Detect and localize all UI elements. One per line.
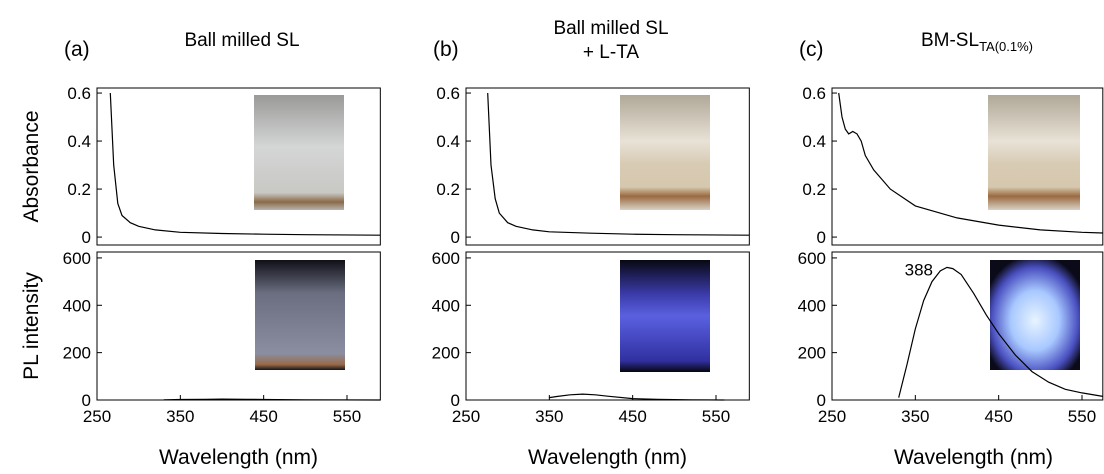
y-tick-label: 400 [798,296,826,315]
y-tick-label: 0 [817,228,826,247]
photo [620,95,710,210]
plot-frame [465,87,750,246]
chart-title: + L-TA [583,42,639,63]
x-axis-label: Wavelength (nm) [528,446,687,469]
chart-title-text: BM-SL [921,30,979,51]
photo-insets [254,95,1080,372]
plot-frame [831,87,1104,246]
y-tick-label: 600 [63,249,91,268]
y-tick-label: 0 [82,228,91,247]
y-tick-label: 200 [432,344,460,363]
x-tick-label: 450 [249,407,277,426]
photo [990,260,1080,370]
x-axis-label: Wavelength (nm) [159,446,318,469]
y-tick-label: 0.4 [802,132,826,151]
photo [620,260,710,372]
y-tick-label: 0.6 [802,84,826,103]
x-tick-label: 350 [901,407,929,426]
y-tick-label: 400 [432,296,460,315]
panel-label: (a) [64,38,90,61]
x-tick-label: 250 [818,407,846,426]
y-tick-label: 400 [63,296,91,315]
x-tick-label: 350 [535,407,563,426]
x-tick-label: 450 [984,407,1012,426]
y-tick-label: 0 [451,391,460,410]
y-tick-label: 0.2 [436,180,460,199]
y-axis-label: Absorbance [20,110,43,222]
x-tick-label: 450 [618,407,646,426]
y-tick-label: 200 [798,344,826,363]
data-line [549,393,725,401]
data-line [163,398,381,401]
y-tick-label: 0.4 [67,132,91,151]
photo [254,95,344,210]
data-line [487,92,750,236]
chart-title: Ball milled SL [553,18,668,39]
y-tick-label: 0.2 [67,180,91,199]
data-line [109,92,381,236]
y-tick-label: 0.6 [436,84,460,103]
y-tick-label: 0 [451,228,460,247]
x-tick-label: 550 [1068,407,1096,426]
photo [255,260,345,370]
annotation: 388 [905,260,933,279]
data-line [838,92,1103,234]
data-line [898,266,1103,398]
plot-frame [831,251,1104,401]
x-tick-label: 550 [702,407,730,426]
y-axis-label: PL intensity [20,272,43,380]
x-axis-label: Wavelength (nm) [894,446,1053,469]
y-tick-label: 0 [82,391,91,410]
chart-title: Ball milled SL [184,30,299,51]
y-tick-label: 600 [432,249,460,268]
plot-frame [96,87,381,246]
panel-label: (b) [433,38,459,61]
y-tick-label: 600 [798,249,826,268]
y-tick-label: 200 [63,344,91,363]
photo [988,95,1080,210]
x-tick-label: 250 [452,407,480,426]
y-tick-label: 0 [817,391,826,410]
y-tick-label: 0.4 [436,132,460,151]
chart-title: BM-SLTA(0.1%) [921,30,1033,54]
y-tick-label: 0.6 [67,84,91,103]
chart-title-subscript: TA(0.1%) [979,39,1033,54]
y-tick-label: 0.2 [802,180,826,199]
plot-frame [96,251,381,401]
plot-frame [465,251,750,401]
x-tick-label: 550 [333,407,361,426]
x-tick-label: 250 [83,407,111,426]
x-tick-label: 350 [166,407,194,426]
panel-label: (c) [799,38,824,61]
